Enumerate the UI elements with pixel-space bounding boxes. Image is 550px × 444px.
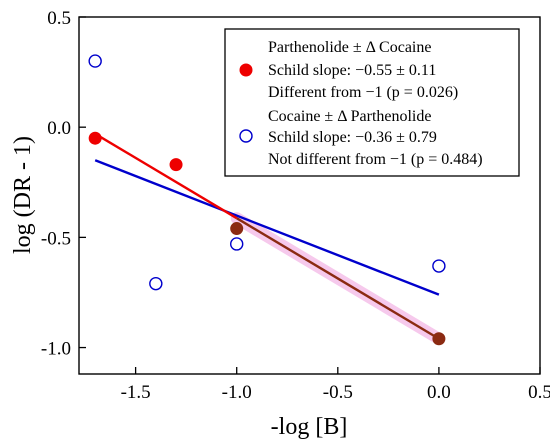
data-point-parthenolide xyxy=(432,332,446,346)
x-tick-label: -1.5 xyxy=(121,382,151,403)
data-point-parthenolide xyxy=(88,131,102,145)
data-point-cocaine xyxy=(149,276,163,291)
legend-series-2-name: Cocaine ± Δ Parthenolide xyxy=(268,108,431,125)
fit-line-parthenolide xyxy=(94,132,238,220)
x-tick-label: -0.5 xyxy=(323,382,353,403)
legend-series-1-significance: Different from −1 (p = 0.026) xyxy=(268,84,458,101)
data-point-parthenolide xyxy=(169,158,183,172)
legend: Parthenolide ± Δ Cocaine Schild slope: −… xyxy=(224,28,520,177)
y-tick-label: -1.0 xyxy=(41,339,71,360)
fit-lines xyxy=(94,132,445,345)
legend-marker-parthenolide xyxy=(239,63,253,77)
x-tick-label: -1.0 xyxy=(222,382,252,403)
legend-series-2-significance: Not different from −1 (p = 0.484) xyxy=(268,151,483,168)
y-tick-label: -0.5 xyxy=(41,228,71,249)
x-axis-label: -log [B] xyxy=(271,414,348,440)
legend-series-1-name: Parthenolide ± Δ Cocaine xyxy=(268,39,431,56)
data-point-cocaine xyxy=(432,259,446,273)
plot-frame xyxy=(78,16,541,375)
x-tick-label: 0.5 xyxy=(528,382,550,403)
x-tick-label: 0.0 xyxy=(427,382,451,403)
axes: -1.5 -1.0 -0.5 0.0 0.5 0.5 0.0 -0.5 -1.0 xyxy=(41,8,550,403)
legend-series-2-slope: Schild slope: −0.36 ± 0.79 xyxy=(268,129,437,146)
data-point-cocaine xyxy=(88,54,102,68)
y-tick-label: 0.5 xyxy=(47,8,71,29)
legend-marker-cocaine xyxy=(239,129,253,143)
data-point-parthenolide xyxy=(230,222,244,236)
data-point-cocaine xyxy=(230,237,244,251)
fit-line-cocaine xyxy=(94,159,440,296)
y-axis-label: log (DR - 1) xyxy=(10,136,36,254)
legend-series-1-slope: Schild slope: −0.55 ± 0.11 xyxy=(268,62,436,79)
y-tick-label: 0.0 xyxy=(47,118,71,139)
data-points xyxy=(88,54,446,346)
legend-box xyxy=(224,28,520,177)
fit-line-parthenolide-overlap xyxy=(236,217,440,340)
